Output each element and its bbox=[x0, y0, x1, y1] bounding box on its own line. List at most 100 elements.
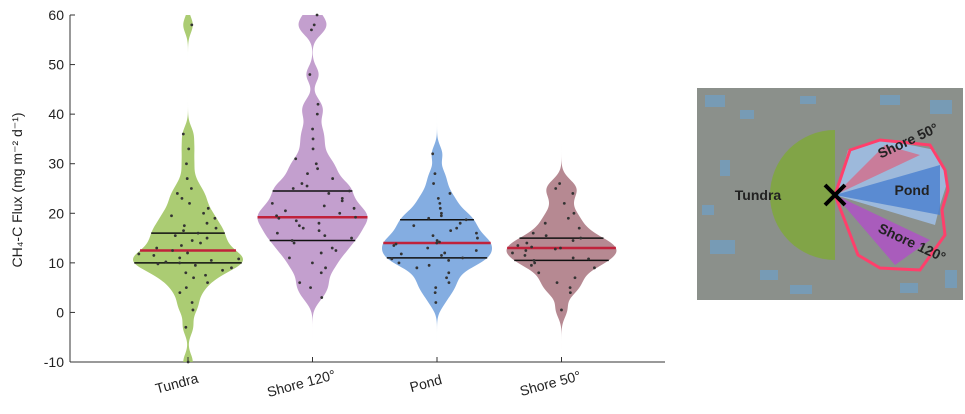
data-point bbox=[300, 182, 304, 185]
data-point bbox=[297, 224, 301, 228]
data-point bbox=[464, 218, 468, 222]
x-tick-label: Pond bbox=[408, 371, 444, 395]
data-point bbox=[137, 252, 141, 256]
data-point bbox=[348, 189, 351, 193]
data-point bbox=[516, 244, 520, 247]
data-point bbox=[511, 251, 514, 255]
data-point bbox=[392, 244, 396, 247]
data-point bbox=[270, 201, 274, 205]
x-tick-label: Shore 120° bbox=[265, 366, 337, 400]
data-point bbox=[184, 286, 188, 290]
data-point bbox=[397, 261, 401, 265]
data-point bbox=[352, 206, 356, 210]
data-point bbox=[525, 241, 529, 245]
data-point bbox=[306, 172, 309, 176]
data-point bbox=[184, 271, 188, 275]
data-point bbox=[530, 245, 534, 249]
data-point bbox=[170, 214, 173, 218]
y-tick-label: 20 bbox=[48, 205, 64, 221]
data-point bbox=[350, 236, 353, 240]
data-point bbox=[394, 242, 398, 246]
data-point bbox=[560, 308, 563, 312]
inset-label: Pond bbox=[895, 182, 930, 198]
data-point bbox=[412, 224, 416, 228]
data-point bbox=[185, 162, 188, 166]
violin bbox=[257, 15, 368, 362]
data-point bbox=[327, 192, 331, 195]
data-point bbox=[571, 239, 575, 242]
data-point bbox=[294, 219, 298, 223]
violin bbox=[133, 15, 243, 362]
data-point bbox=[277, 216, 281, 220]
data-point bbox=[152, 254, 156, 257]
data-point bbox=[577, 226, 581, 230]
data-point bbox=[186, 251, 189, 255]
data-point bbox=[532, 258, 536, 262]
data-point bbox=[294, 157, 298, 161]
data-point bbox=[284, 209, 287, 213]
data-point bbox=[237, 257, 241, 261]
data-point bbox=[533, 261, 537, 265]
data-point bbox=[438, 206, 442, 210]
data-point bbox=[573, 276, 577, 280]
data-point bbox=[445, 276, 448, 280]
data-point bbox=[558, 182, 562, 185]
data-point bbox=[447, 271, 451, 275]
data-point bbox=[205, 236, 209, 240]
data-point bbox=[310, 28, 313, 32]
y-axis-label: CH₄-C Flux (mg m⁻² d⁻¹) bbox=[9, 112, 25, 267]
y-tick-label: 10 bbox=[48, 255, 64, 271]
data-point bbox=[443, 251, 447, 255]
data-point bbox=[275, 214, 278, 218]
data-point bbox=[571, 192, 575, 195]
data-point bbox=[180, 244, 183, 247]
data-point bbox=[439, 214, 443, 218]
data-point bbox=[427, 216, 431, 220]
data-point bbox=[316, 167, 319, 171]
data-point bbox=[309, 286, 312, 290]
data-point bbox=[288, 256, 291, 260]
data-point bbox=[474, 249, 478, 252]
data-point bbox=[311, 261, 314, 265]
data-point bbox=[531, 231, 535, 235]
data-point bbox=[334, 249, 338, 252]
data-point bbox=[192, 276, 195, 280]
data-point bbox=[447, 281, 451, 285]
data-point bbox=[305, 184, 309, 188]
data-point bbox=[214, 226, 218, 230]
data-point bbox=[187, 147, 191, 151]
data-point bbox=[292, 241, 296, 245]
data-point bbox=[275, 231, 279, 235]
data-point bbox=[311, 127, 314, 131]
data-point bbox=[182, 229, 185, 233]
data-point bbox=[571, 256, 575, 260]
data-point bbox=[458, 221, 462, 225]
y-tick-label: 40 bbox=[48, 106, 64, 122]
data-point bbox=[182, 224, 186, 228]
data-point bbox=[173, 234, 177, 237]
y-tick-label: -10 bbox=[44, 354, 64, 370]
data-point bbox=[524, 249, 528, 252]
data-point bbox=[185, 177, 189, 180]
data-point bbox=[178, 291, 182, 294]
inset-label: Tundra bbox=[735, 187, 782, 203]
data-point bbox=[562, 201, 566, 205]
data-point bbox=[206, 281, 209, 285]
data-point bbox=[475, 231, 478, 235]
data-point bbox=[315, 112, 319, 116]
violin bbox=[506, 15, 617, 362]
data-point bbox=[312, 23, 316, 27]
data-point bbox=[221, 268, 224, 272]
data-point bbox=[320, 296, 324, 299]
x-tick-label: Shore 50° bbox=[518, 367, 582, 399]
data-point bbox=[171, 249, 174, 252]
data-point bbox=[447, 258, 451, 262]
data-point bbox=[191, 308, 195, 312]
data-point bbox=[184, 325, 188, 329]
inset-map: Tundra Pond Shore 50° Shore 120° bbox=[697, 88, 963, 300]
data-point bbox=[178, 256, 182, 260]
data-point bbox=[206, 206, 210, 210]
data-point bbox=[427, 263, 431, 267]
data-point bbox=[559, 246, 562, 250]
